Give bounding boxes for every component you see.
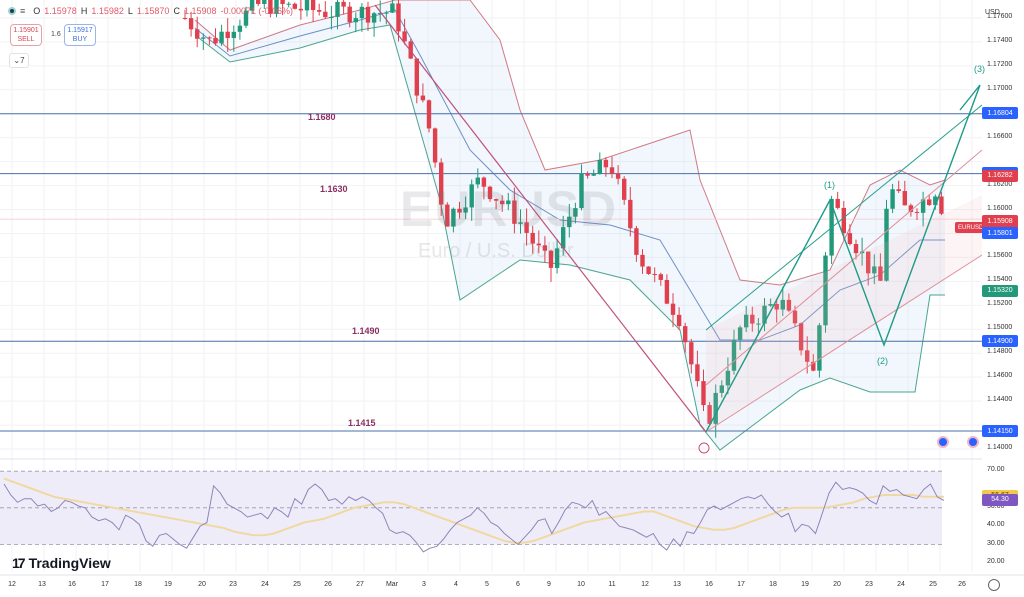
symbol-status-icon: [8, 7, 16, 15]
name-watermark: Euro / U.S. Dollar: [418, 240, 574, 262]
time-tick: 18: [769, 581, 777, 588]
price-tick: 1.17200: [987, 60, 1013, 68]
wave-label-3: (3): [974, 64, 985, 74]
high-value: 1.15982: [91, 6, 124, 16]
price-tick: 1.16000: [987, 204, 1013, 212]
price-tick: 1.15200: [987, 300, 1013, 308]
price-tick: 1.15400: [987, 276, 1013, 284]
time-tick: 25: [293, 581, 301, 588]
time-tick: 12: [8, 581, 16, 588]
price-tick: 1.15000: [987, 324, 1013, 332]
price-tick: 1.17600: [987, 12, 1013, 20]
price-tick: 1.17000: [987, 84, 1013, 92]
time-tick: 17: [737, 581, 745, 588]
price-tick: 1.16200: [987, 180, 1013, 188]
time-tick: 17: [101, 581, 109, 588]
level-label-1490: 1.1490: [352, 326, 380, 336]
price-label: 1.15320: [982, 284, 1018, 297]
price-label: 1.16804: [982, 107, 1018, 120]
time-tick: 16: [705, 581, 713, 588]
price-tick: 1.14600: [987, 372, 1013, 380]
time-tick: 16: [68, 581, 76, 588]
price-tick: 1.14800: [987, 348, 1013, 356]
price-label: 1.15801: [982, 227, 1018, 240]
rsi-tick: 50.00: [987, 502, 1005, 510]
price-label: 1.14150: [982, 425, 1018, 438]
time-tick: 4: [454, 581, 458, 588]
rsi-tick: 30.00: [987, 539, 1005, 547]
time-tick: 9: [547, 581, 551, 588]
tradingview-mark-icon: 17: [12, 555, 26, 571]
time-tick: 13: [673, 581, 681, 588]
time-tick: 18: [134, 581, 142, 588]
ohlc-legend: ≡ O 1.15978 H 1.15982 L 1.15870 C 1.15908 -0…: [8, 6, 293, 16]
rsi-tick: 70.00: [987, 466, 1005, 474]
currency-select[interactable]: USD: [985, 9, 1000, 16]
price-tick: 1.14000: [987, 444, 1013, 451]
symbol-price-tag: EURUSD: [955, 222, 987, 233]
level-label-1680: 1.1680: [308, 112, 336, 122]
time-tick: 3: [422, 581, 426, 588]
time-tick: 24: [261, 581, 269, 588]
time-tick: 23: [229, 581, 237, 588]
price-label: 1.16282: [982, 169, 1018, 182]
price-label: 1.14900: [982, 335, 1018, 348]
price-tick: 1.17400: [987, 36, 1013, 44]
sell-button[interactable]: 1.15901 SELL: [10, 24, 42, 46]
time-tick: 23: [865, 581, 873, 588]
time-tick: 12: [641, 581, 649, 588]
time-tick: 20: [198, 581, 206, 588]
chevron-down-icon: ⌄: [13, 56, 21, 65]
time-tick: 6: [516, 581, 520, 588]
tradingview-logo: 17 TradingView: [12, 555, 111, 571]
time-tick: 25: [929, 581, 937, 588]
price-tick: 1.14400: [987, 396, 1013, 404]
spread-value: 1.6: [51, 31, 61, 38]
time-tick: 19: [801, 581, 809, 588]
menu-icon[interactable]: ≡: [20, 6, 26, 16]
indicators-toggle[interactable]: ⌄ 7: [9, 53, 29, 68]
time-tick: 27: [356, 581, 364, 588]
level-label-1630: 1.1630: [320, 184, 348, 194]
settings-icon[interactable]: [988, 579, 1000, 591]
alert-icon[interactable]: [937, 436, 949, 448]
time-tick: 13: [38, 581, 46, 588]
wave-label-2: (2): [877, 356, 888, 366]
price-tick: 1.15600: [987, 252, 1013, 260]
level-label-1415: 1.1415: [348, 418, 376, 428]
time-tick: 26: [958, 581, 966, 588]
time-tick: 10: [577, 581, 585, 588]
time-tick: 20: [833, 581, 841, 588]
close-value: 1.15908: [183, 6, 217, 16]
alert-icon[interactable]: [967, 436, 979, 448]
time-tick: 5: [485, 581, 489, 588]
change-value: -0.00071 (-0.06%): [220, 6, 294, 16]
rsi-tick: 40.00: [987, 521, 1005, 529]
low-value: 1.15870: [136, 6, 170, 16]
time-tick: 19: [164, 581, 172, 588]
rsi-label: 54.30: [982, 493, 1018, 506]
buy-button[interactable]: 1.15917 BUY: [64, 24, 96, 46]
symbol-watermark: EURUSD: [400, 181, 618, 237]
time-tick: 11: [608, 581, 616, 588]
open-value: 1.15978: [44, 6, 77, 16]
rsi-tick: 20.00: [987, 557, 1005, 565]
price-tick: 1.16600: [987, 132, 1013, 140]
time-tick: Mar: [385, 581, 399, 588]
wave-label-1: (1): [824, 180, 835, 190]
time-tick: 24: [897, 581, 905, 588]
time-tick: 26: [324, 581, 332, 588]
